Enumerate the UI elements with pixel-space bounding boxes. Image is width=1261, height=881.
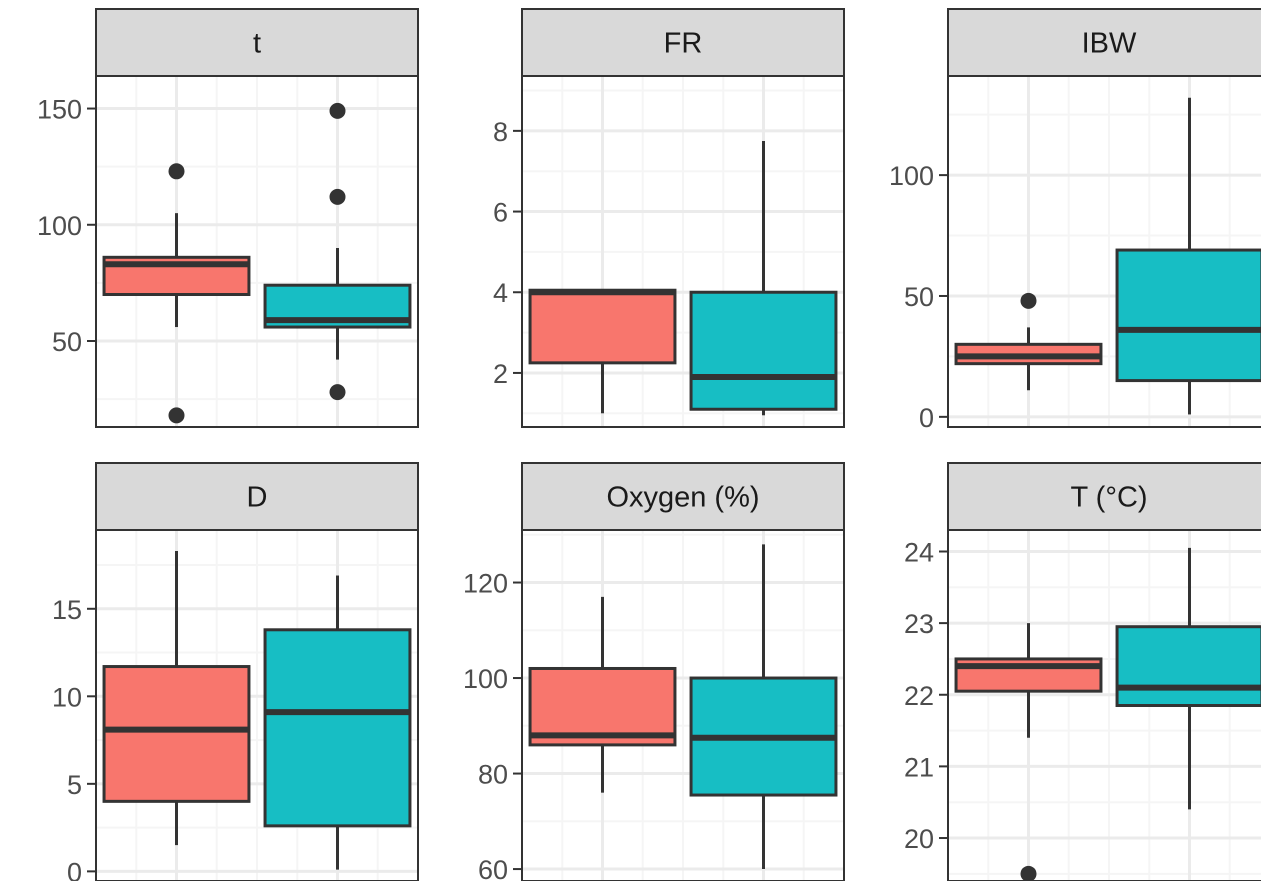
outlier-point	[329, 102, 346, 119]
y-tick-label: 0	[919, 403, 934, 433]
facet-title: T (°C)	[1070, 482, 1147, 514]
facet-strip	[947, 462, 1261, 531]
facet-panel: IBW 0 50 100	[889, 8, 1261, 433]
box-1	[954, 623, 1103, 881]
box-1	[102, 551, 251, 846]
y-tick-label: 50	[52, 327, 82, 357]
y-tick-label: 4	[493, 278, 508, 308]
box-2	[263, 575, 412, 870]
y-tick-label: 6	[493, 198, 508, 228]
y-tick-label: 8	[493, 117, 508, 147]
box-2	[689, 140, 838, 416]
outlier-point	[329, 384, 346, 401]
y-tick-label: 5	[67, 770, 82, 800]
box-body	[689, 290, 838, 411]
y-tick-label: 15	[52, 595, 82, 625]
box-1	[102, 163, 251, 424]
y-tick-label: 100	[37, 211, 82, 241]
facet-title: FR	[664, 28, 703, 60]
y-tick-label: 50	[904, 282, 934, 312]
facet-panel: Oxygen (%) 60 80 100 120	[463, 462, 845, 881]
box-body	[102, 665, 251, 803]
box-1	[528, 288, 677, 414]
facet-title: D	[247, 482, 268, 514]
y-tick-label: 24	[904, 537, 934, 567]
y-tick-label: 100	[889, 161, 934, 191]
y-tick-label: 120	[463, 569, 508, 599]
facet-panel: t 50 100 150	[37, 8, 419, 428]
box-1	[528, 596, 677, 793]
facet-strip	[947, 8, 1261, 77]
facet-strip	[521, 8, 845, 77]
box-2	[263, 102, 412, 401]
outlier-point	[168, 163, 185, 180]
facet-strip	[95, 8, 419, 77]
facet-title: IBW	[1082, 28, 1137, 60]
outlier-point	[168, 407, 185, 424]
y-tick-label: 21	[904, 752, 934, 782]
facet-title: t	[253, 28, 261, 60]
y-tick-label: 20	[904, 824, 934, 854]
y-tick-label: 23	[904, 609, 934, 639]
facet-strip	[521, 462, 845, 531]
y-tick-label: 22	[904, 681, 934, 711]
y-tick-label: 10	[52, 682, 82, 712]
box-2	[1115, 547, 1261, 810]
outlier-point	[1020, 865, 1037, 881]
box-body	[528, 666, 677, 747]
facet-title: Oxygen (%)	[606, 482, 759, 514]
box-1	[954, 292, 1103, 391]
facet-strip	[95, 462, 419, 531]
box-2	[1115, 97, 1261, 415]
y-tick-label: 150	[37, 95, 82, 125]
box-body	[1115, 248, 1261, 383]
box-body	[528, 288, 677, 365]
y-tick-label: 0	[67, 857, 82, 881]
outlier-point	[329, 188, 346, 205]
facet-panel: D 0 5 10 15	[52, 462, 419, 881]
facet-panel: T (°C) 20 21 22 23 24	[904, 462, 1261, 881]
box-2	[689, 544, 838, 870]
facet-panel: FR 2 4 6 8	[493, 8, 845, 428]
y-tick-label: 2	[493, 359, 508, 389]
y-tick-label: 100	[463, 664, 508, 694]
y-tick-label: 80	[478, 760, 508, 790]
y-tick-label: 60	[478, 855, 508, 881]
box-body	[1115, 625, 1261, 708]
outlier-point	[1020, 292, 1037, 309]
box-body	[263, 628, 412, 828]
